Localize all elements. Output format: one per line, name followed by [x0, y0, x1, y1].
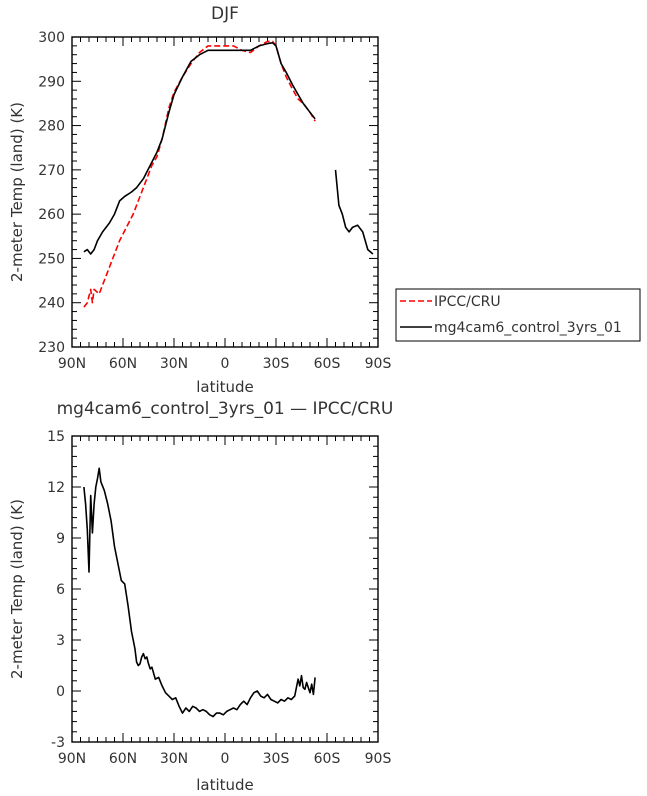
plot-frame — [71, 36, 379, 348]
series-line — [83, 42, 316, 255]
chart-title: mg4cam6_control_3yrs_01 — IPCC/CRU — [57, 399, 394, 419]
legend: IPCC/CRU mg4cam6_control_3yrs_01 — [395, 288, 641, 342]
y-tick-label: 250 — [38, 251, 65, 267]
y-tick-label: 15 — [47, 429, 65, 445]
x-tick-label: 0 — [221, 356, 230, 372]
legend-label: mg4cam6_control_3yrs_01 — [434, 320, 622, 336]
legend-box — [395, 288, 641, 342]
y-tick-label: 240 — [38, 296, 65, 312]
panel-difference: mg4cam6_control_3yrs_01 — IPCC/CRU 90N 60N… — [8, 399, 393, 794]
y-tick-label: 12 — [47, 480, 65, 496]
series-line — [83, 467, 316, 718]
x-tick-label: 30S — [263, 751, 290, 767]
chart-title: DJF — [211, 4, 239, 24]
x-tick-label: 90S — [365, 751, 392, 767]
legend-label: IPCC/CRU — [434, 294, 501, 310]
panel-djf: DJF 90N 60N 30N 0 30S 60S 90S 230 240 250 260 270 280… — [8, 4, 641, 396]
plot-frame — [71, 435, 379, 743]
y-tick-label: 290 — [38, 74, 65, 90]
x-tick-label: 30S — [263, 356, 290, 372]
x-tick-label: 60S — [314, 356, 341, 372]
x-tick-label: 0 — [221, 751, 230, 767]
y-tick-label: 270 — [38, 163, 65, 179]
y-axis-label: 2-meter Temp (land) (K) — [8, 102, 26, 282]
x-tick-label: 90S — [365, 356, 392, 372]
x-tick-label: 30N — [160, 356, 188, 372]
x-axis-label: latitude — [196, 378, 254, 396]
x-tick-label: 30N — [160, 751, 188, 767]
x-tick-label: 90N — [58, 751, 86, 767]
series-line — [83, 40, 316, 308]
x-tick-label: 60S — [314, 751, 341, 767]
x-tick-label: 90N — [58, 356, 86, 372]
y-tick-label: 280 — [38, 119, 65, 135]
y-tick-label: -3 — [51, 735, 65, 751]
y-tick-label: 260 — [38, 207, 65, 223]
x-tick-label: 60N — [109, 751, 137, 767]
y-tick-label: 0 — [56, 684, 65, 700]
series-line — [334, 169, 374, 255]
y-tick-label: 6 — [56, 582, 65, 598]
x-tick-label: 60N — [109, 356, 137, 372]
x-axis-label: latitude — [196, 776, 254, 794]
y-tick-label: 300 — [38, 30, 65, 46]
y-tick-label: 9 — [56, 531, 65, 547]
y-tick-label: 3 — [56, 633, 65, 649]
y-tick-label: 230 — [38, 340, 65, 356]
y-axis-label: 2-meter Temp (land) (K) — [8, 499, 26, 679]
